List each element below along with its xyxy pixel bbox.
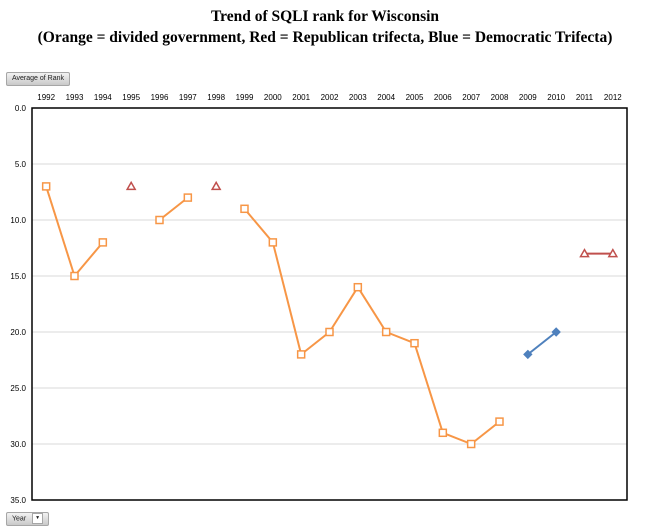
x-tick-label: 2011 <box>576 93 594 102</box>
x-tick-label: 2002 <box>321 93 339 102</box>
x-tick-label: 1999 <box>236 93 254 102</box>
data-point-republican <box>210 180 222 191</box>
y-tick-label: 25.0 <box>10 384 26 393</box>
y-tick-label: 20.0 <box>10 328 26 337</box>
y-tick-label: 0.0 <box>15 104 27 113</box>
x-tick-label: 1994 <box>94 93 112 102</box>
data-point-divided <box>183 193 193 202</box>
chart-subtitle: (Orange = divided government, Red = Repu… <box>37 29 613 46</box>
x-tick-label: 2009 <box>519 93 537 102</box>
data-point-divided <box>240 204 249 214</box>
series-divided-line-segment <box>470 420 501 445</box>
x-tick-label: 1997 <box>179 93 197 102</box>
x-tick-label: 1995 <box>122 93 140 102</box>
x-tick-label: 1996 <box>151 93 169 102</box>
chart-title: Trend of SQLI rank for Wisconsin <box>210 8 440 25</box>
series-divided-line-segment <box>45 186 76 277</box>
x-tick-label: 2004 <box>377 93 395 102</box>
y-tick-label: 30.0 <box>10 440 26 449</box>
series-divided-line-segment <box>158 196 189 221</box>
series-divided-line-segment <box>385 331 415 345</box>
data-point-divided <box>495 417 504 426</box>
axis-field-label: Year <box>12 515 27 523</box>
data-point-divided <box>466 439 476 449</box>
data-point-divided <box>155 215 164 225</box>
series-divided-line-segment <box>356 286 388 333</box>
data-point-democratic <box>551 327 561 337</box>
data-point-divided <box>325 327 334 337</box>
x-tick-label: 2007 <box>462 93 480 102</box>
x-tick-label: 2005 <box>406 93 424 102</box>
x-tick-label: 2010 <box>547 93 565 102</box>
plot-area <box>32 108 627 500</box>
x-tick-label: 2012 <box>604 93 622 102</box>
series-divided-line-segment <box>243 208 274 244</box>
y-tick-label: 35.0 <box>10 496 26 505</box>
series-divided-line-segment <box>442 431 472 445</box>
series-divided-line-segment <box>413 342 444 434</box>
data-point-divided <box>268 238 278 247</box>
data-point-divided <box>70 271 79 281</box>
series-divided-line-segment <box>271 242 303 355</box>
data-point-republican <box>125 180 137 191</box>
series-democratic-line-segment <box>527 331 557 356</box>
data-point-republican <box>607 248 619 258</box>
y-tick-label: 10.0 <box>10 216 26 225</box>
x-tick-label: 2008 <box>491 93 509 102</box>
axis-field-button[interactable]: Year ▼ <box>6 512 50 526</box>
data-point-republican <box>579 248 590 258</box>
data-point-divided <box>381 327 391 337</box>
series-divided-line-segment <box>300 331 331 356</box>
data-point-divided <box>438 428 448 438</box>
x-tick-label: 2001 <box>292 93 310 102</box>
y-tick-label: 15.0 <box>10 272 26 281</box>
data-point-divided <box>98 238 108 247</box>
plot-frame <box>31 107 628 501</box>
data-point-divided <box>353 282 363 292</box>
x-tick-label: 2006 <box>434 93 452 102</box>
y-tick-label: 5.0 <box>15 160 27 169</box>
x-tick-label: 2000 <box>264 93 282 102</box>
x-tick-label: 2003 <box>349 93 367 102</box>
x-tick-label: 1993 <box>66 93 84 102</box>
x-tick-label: 1998 <box>207 93 225 102</box>
data-point-democratic <box>523 349 533 360</box>
data-point-divided <box>41 182 51 191</box>
values-field-button[interactable]: Average of Rank <box>6 72 71 86</box>
data-point-divided <box>296 350 306 359</box>
series-divided-line-segment <box>73 241 104 277</box>
dropdown-arrow-icon[interactable]: ▼ <box>32 513 44 524</box>
x-tick-label: 1992 <box>37 93 55 102</box>
data-point-divided <box>410 338 419 348</box>
series-divided-line-segment <box>328 286 359 333</box>
